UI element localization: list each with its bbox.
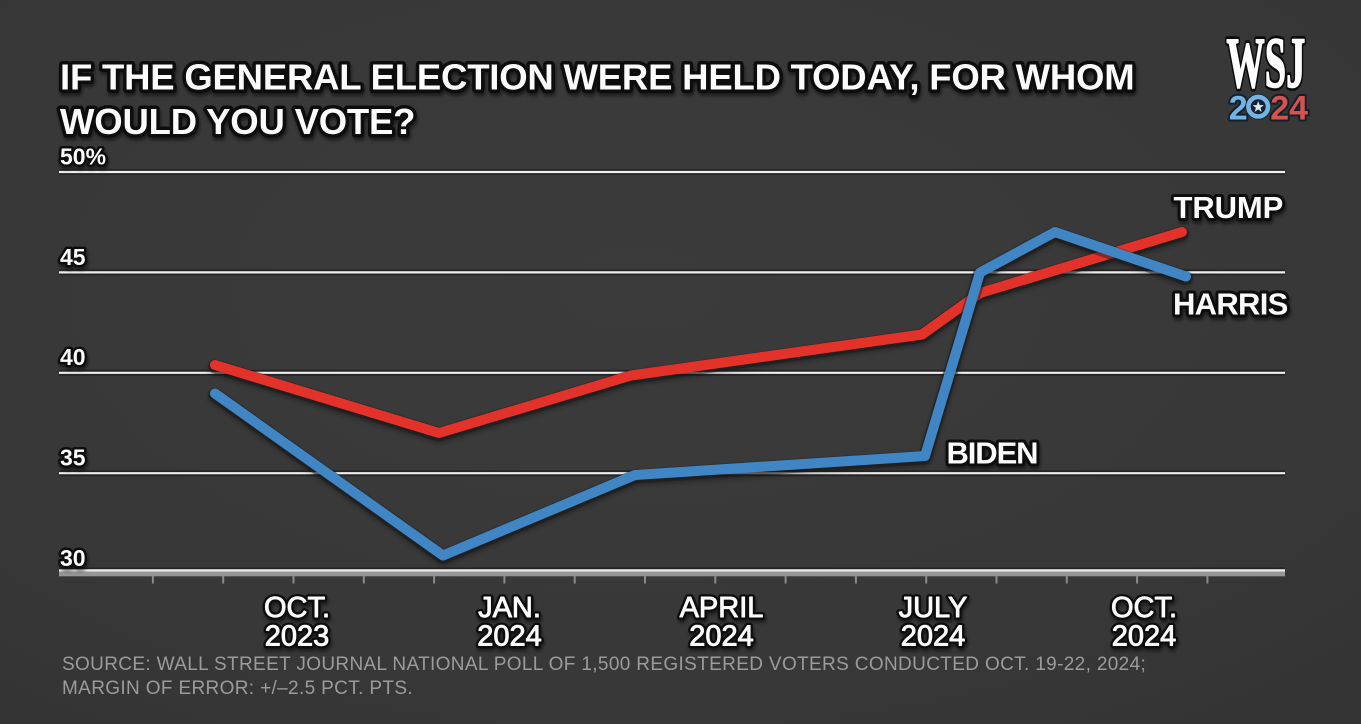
- svg-text:2024: 2024: [689, 621, 754, 653]
- svg-text:50%: 50%: [60, 143, 106, 169]
- svg-text:BIDEN: BIDEN: [947, 435, 1038, 470]
- svg-text:2023: 2023: [265, 621, 330, 653]
- svg-text:24: 24: [1270, 90, 1308, 128]
- svg-text:OCT.: OCT.: [1111, 592, 1177, 624]
- svg-text:APRIL: APRIL: [680, 592, 764, 624]
- svg-text:2024: 2024: [901, 621, 966, 653]
- svg-text:TRUMP: TRUMP: [1174, 190, 1284, 225]
- svg-text:2023: 2023: [265, 621, 330, 653]
- svg-text:APRIL: APRIL: [680, 592, 764, 624]
- svg-text:40: 40: [60, 344, 86, 370]
- svg-text:2024: 2024: [477, 621, 542, 653]
- svg-text:2024: 2024: [689, 621, 754, 653]
- svg-text:2024: 2024: [1112, 621, 1177, 653]
- svg-text:JAN.: JAN.: [478, 592, 541, 624]
- svg-text:WSJ: WSJ: [1226, 25, 1305, 104]
- svg-text:MARGIN OF ERROR: +/–2.5 PCT. P: MARGIN OF ERROR: +/–2.5 PCT. PTS.: [62, 678, 413, 699]
- svg-text:SOURCE: WALL STREET JOURNAL NA: SOURCE: WALL STREET JOURNAL NATIONAL POL…: [62, 654, 1146, 675]
- svg-text:30: 30: [60, 545, 86, 571]
- svg-text:IF THE GENERAL ELECTION WERE H: IF THE GENERAL ELECTION WERE HELD TODAY,…: [60, 57, 1134, 98]
- svg-text:35: 35: [60, 445, 86, 471]
- svg-text:45: 45: [60, 244, 86, 270]
- svg-text:OCT.: OCT.: [1111, 592, 1177, 624]
- svg-text:OCT.: OCT.: [264, 592, 330, 624]
- svg-text:JULY: JULY: [899, 592, 968, 624]
- svg-text:2024: 2024: [901, 621, 966, 653]
- svg-text:2024: 2024: [477, 621, 542, 653]
- svg-text:JULY: JULY: [899, 592, 968, 624]
- svg-text:JAN.: JAN.: [478, 592, 541, 624]
- svg-text:2024: 2024: [1112, 621, 1177, 653]
- svg-text:OCT.: OCT.: [264, 592, 330, 624]
- svg-text:2: 2: [1229, 90, 1248, 128]
- svg-text:HARRIS: HARRIS: [1173, 286, 1288, 321]
- svg-text:WSJ: WSJ: [1226, 25, 1305, 104]
- svg-text:WOULD YOU VOTE?: WOULD YOU VOTE?: [60, 101, 415, 142]
